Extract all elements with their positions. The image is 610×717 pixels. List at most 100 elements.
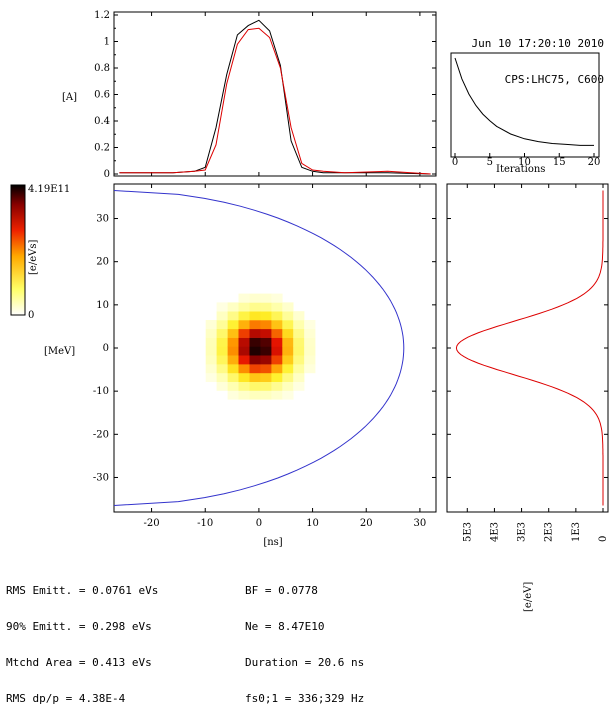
convergence-xtick-label: 5 <box>487 157 493 168</box>
heatmap-cell <box>282 320 294 330</box>
heatmap-cell <box>271 328 283 338</box>
energy-xlabel: [e/eV] <box>523 582 534 612</box>
heatmap-cell <box>227 390 239 400</box>
heatmap-cell <box>249 302 261 312</box>
heatmap-cell <box>304 320 316 330</box>
heatmap-cell <box>271 372 283 382</box>
phase-ytick-label: -10 <box>93 386 109 397</box>
heatmap-cell <box>282 364 294 374</box>
energy-xtick-label: 3E3 <box>517 522 528 542</box>
heatmap-cell <box>282 346 294 356</box>
heatmap-cell <box>304 337 316 347</box>
heatmap-cell <box>249 320 261 330</box>
tomoscope-figure: [A] 0 0.2 0.4 0.6 0.8 1 1.2 Iterations 0 5 10 15 2… <box>10 10 609 612</box>
heatmap-cell <box>216 337 228 347</box>
heatmap-cell <box>304 346 316 356</box>
heatmap-cell <box>260 328 272 338</box>
convergence-series-line-0 <box>454 57 594 146</box>
heatmap-cell <box>238 311 250 321</box>
heatmap-cell <box>238 355 250 365</box>
heatmap-cell <box>249 346 261 356</box>
heatmap-cell <box>282 372 294 382</box>
colorbar: 4.19E11 0 [e/eVs] <box>10 184 70 321</box>
heatmap-cell <box>238 346 250 356</box>
energy-profile-panel: [e/eV] 5E3 4E3 3E3 2E3 1E3 0 <box>446 183 609 612</box>
phase-xtick-label: 10 <box>306 518 319 529</box>
heatmap-cell <box>238 293 250 303</box>
heatmap-cell <box>282 311 294 321</box>
phase-ytick-label: -30 <box>93 472 109 483</box>
timestamp: Jun 10 17:20:10 2010 <box>471 37 604 50</box>
heatmap-cell <box>227 346 239 356</box>
stat-synchrotron-freq: fs0;1 = 336;329 Hz <box>245 692 365 705</box>
heatmap-cell <box>271 293 283 303</box>
heatmap-cell <box>293 355 305 365</box>
heatmap-cell <box>249 390 261 400</box>
profile-ytick-label: 0 <box>104 169 110 180</box>
header-block: Jun 10 17:20:10 2010 CPS:LHC75, C600 <box>472 14 604 98</box>
phase-ytick-label: 0 <box>103 343 109 354</box>
heatmap-cell <box>282 337 294 347</box>
heatmap-cell <box>260 337 272 347</box>
profile-ytick-label: 0.2 <box>94 143 110 154</box>
heatmap-cell <box>216 355 228 365</box>
heatmap-cell <box>282 355 294 365</box>
energy-series-line-0 <box>455 190 604 506</box>
colorbar-min-label: 0 <box>28 310 34 321</box>
energy-xtick-label: 4E3 <box>489 522 500 542</box>
stat-particle-count: Ne = 8.47E10 <box>245 620 325 633</box>
heatmap-cell <box>271 364 283 374</box>
profile-ytick-label: 0.6 <box>94 90 110 101</box>
heatmap-cell <box>238 390 250 400</box>
convergence-frame <box>450 52 600 158</box>
heatmap-cell <box>238 337 250 347</box>
phase-xtick-label: -10 <box>197 518 213 529</box>
convergence-xtick-label: 20 <box>588 157 601 168</box>
heatmap-cell <box>227 302 239 312</box>
colorbar-max-label: 4.19E11 <box>28 184 70 195</box>
phase-ytick-label: 10 <box>96 300 109 311</box>
heatmap-cell <box>260 355 272 365</box>
heatmap-cell <box>271 346 283 356</box>
heatmap-cell <box>271 355 283 365</box>
profile-ytick-label: 1 <box>104 37 110 48</box>
colorbar-unit-label: [e/eVs] <box>28 240 39 275</box>
heatmap-cell <box>249 328 261 338</box>
energy-xtick-label: 0 <box>598 536 609 542</box>
heatmap-cell <box>260 364 272 374</box>
heatmap-cell <box>293 372 305 382</box>
energy-xtick-label: 1E3 <box>571 522 582 542</box>
stat-rms-dpp: RMS dp/p = 4.38E-4 <box>6 692 126 705</box>
heatmap-cell <box>271 302 283 312</box>
convergence-panel: Iterations 0 5 10 15 20 <box>450 52 601 175</box>
heatmap-cell <box>216 372 228 382</box>
heatmap-cell <box>293 311 305 321</box>
phase-space-panel: [ns] [MeV] -20 -10 0 10 20 30 -30 -20 -10 0 10 20 30 <box>44 183 437 548</box>
heatmap-cell <box>271 337 283 347</box>
heatmap-cell <box>205 337 217 347</box>
heatmap-cell <box>205 320 217 330</box>
heatmap-cell <box>227 311 239 321</box>
heatmap-cell <box>260 311 272 321</box>
heatmap-cell <box>227 337 239 347</box>
heatmap-cell <box>249 355 261 365</box>
cycle-label: CPS:LHC75, C600 <box>504 73 604 86</box>
profile-panel: [A] 0 0.2 0.4 0.6 0.8 1 1.2 <box>62 10 437 180</box>
phase-ylabel: [MeV] <box>44 346 75 357</box>
phase-xtick-label: 30 <box>414 518 427 529</box>
heatmap-cell <box>260 320 272 330</box>
heatmap-cell <box>216 320 228 330</box>
heatmap-cell <box>205 328 217 338</box>
heatmap-cell <box>260 346 272 356</box>
phase-ytick-label: 20 <box>96 257 109 268</box>
heatmap-cell <box>216 311 228 321</box>
heatmap-cell <box>238 364 250 374</box>
profile-ytick-label: 0.8 <box>94 63 110 74</box>
stat-duration: Duration = 20.6 ns <box>245 656 365 669</box>
profile-ytick-label: 1.2 <box>94 10 110 21</box>
phase-xtick-label: 0 <box>256 518 262 529</box>
stats-right: BF = 0.0778 Ne = 8.47E10 Duration = 20.6… <box>245 561 364 717</box>
heatmap-cell <box>271 320 283 330</box>
heatmap-cell <box>227 372 239 382</box>
heatmap-cell <box>293 328 305 338</box>
